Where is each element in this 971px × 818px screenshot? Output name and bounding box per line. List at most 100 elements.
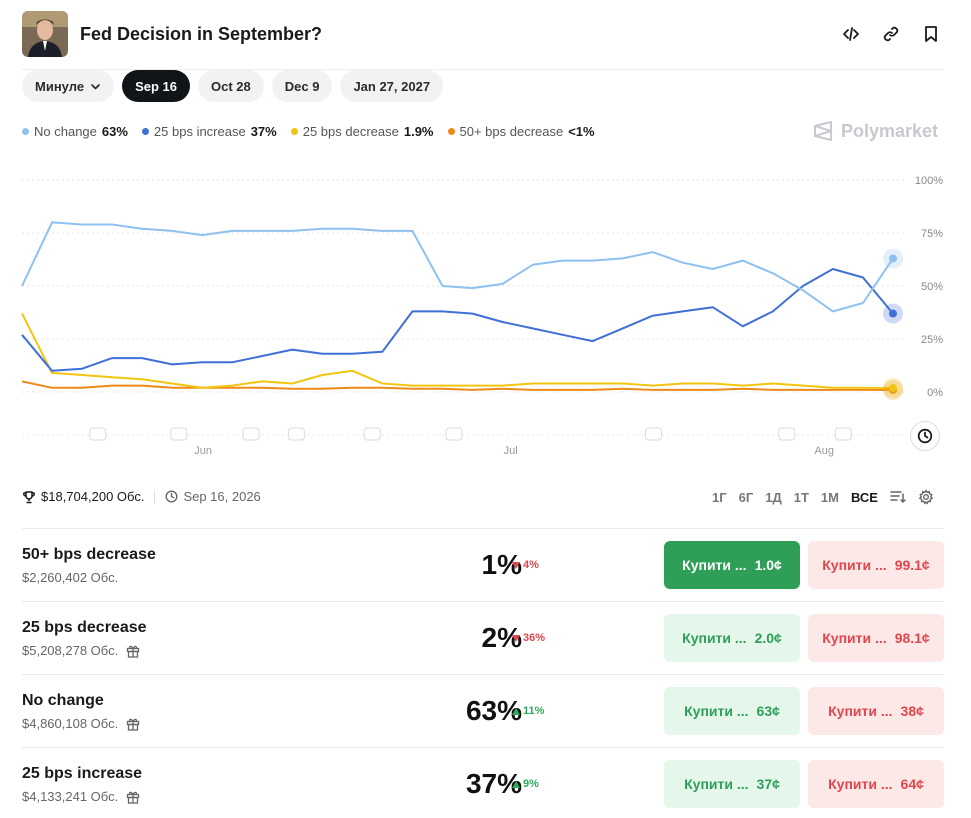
buy-yes-button[interactable]: Купити ... 63¢ [664, 687, 800, 735]
price-chart[interactable]: 100% 75% 50% 25% 0% Jun Jul Aug [0, 160, 971, 465]
event-marker[interactable] [834, 427, 852, 441]
triangle-up-icon [512, 780, 520, 788]
outcome-name: 25 bps increase [22, 765, 143, 782]
buy-yes-label: Купити ... [682, 630, 747, 646]
x-tick-label: Jul [504, 445, 518, 457]
triangle-up-icon [512, 707, 520, 715]
outcome-probability: 63% [465, 695, 522, 726]
chevron-down-icon [91, 83, 100, 89]
bookmark-icon[interactable] [918, 21, 944, 47]
history-clock-button[interactable] [910, 421, 940, 451]
buy-no-label: Купити ... [828, 776, 893, 792]
buy-no-button[interactable]: Купити ... 38¢ [808, 687, 944, 735]
legend-value: 63% [101, 124, 128, 139]
total-volume: $18,704,200 Обс. [22, 489, 144, 504]
triangle-down-icon [512, 634, 520, 642]
event-marker[interactable] [287, 427, 305, 441]
event-marker[interactable] [89, 427, 107, 441]
buy-no-label: Купити ... [822, 630, 887, 646]
polymarket-icon [814, 121, 832, 141]
event-marker[interactable] [170, 427, 188, 441]
legend-item: 25 bps increase 37% [141, 124, 277, 139]
market-header: Fed Decision in September? [22, 11, 944, 57]
legend-dot [290, 128, 298, 135]
outcome-change: 36% [512, 632, 545, 644]
sort-icon[interactable] [890, 490, 906, 504]
outcome-volume-text: $4,133,241 Обс. [22, 789, 119, 804]
x-tick-label: Aug [814, 445, 834, 457]
outcome-volume: $4,860,108 Обс. [22, 716, 140, 731]
buy-yes-button[interactable]: Купити ... 2.0¢ [664, 614, 800, 662]
outcome-change: 9% [512, 778, 539, 790]
outcome-row[interactable]: 25 bps increase $4,133,241 Обс. 37% 9% К… [22, 747, 944, 818]
date-pills: Минуле Sep 16 Oct 28 Dec 9 Jan 27, 2027 [22, 70, 444, 102]
buy-no-label: Купити ... [828, 703, 893, 719]
range-1d[interactable]: 1Д [765, 489, 782, 505]
buy-no-price: 98.1¢ [894, 630, 930, 646]
clock-icon [165, 490, 178, 503]
legend-value: 1.9% [403, 124, 434, 139]
buy-no-button[interactable]: Купити ... 64¢ [808, 760, 944, 808]
settings-gear-icon[interactable] [918, 489, 934, 505]
outcome-change: 11% [512, 705, 544, 717]
event-marker[interactable] [778, 427, 796, 441]
trophy-icon [22, 490, 36, 503]
event-marker[interactable] [445, 427, 463, 441]
outcome-change-value: 4% [523, 559, 539, 571]
event-marker[interactable] [363, 427, 381, 441]
header-divider [22, 69, 944, 70]
buy-yes-price: 2.0¢ [754, 630, 782, 646]
series-end-point [889, 383, 897, 392]
buy-yes-label: Купити ... [684, 776, 749, 792]
range-all[interactable]: ВСЕ [850, 489, 878, 505]
legend-item: 25 bps decrease 1.9% [290, 124, 434, 139]
end-date: Sep 16, 2026 [165, 489, 261, 504]
buy-yes-button[interactable]: Купити ... 1.0¢ [664, 541, 800, 589]
outcome-name: 50+ bps decrease [22, 546, 156, 563]
outcome-change: 4% [512, 559, 539, 571]
series-end-point [889, 309, 897, 318]
legend-item: No change 63% [22, 124, 128, 139]
range-1w[interactable]: 1Т [793, 489, 809, 505]
end-date-text: Sep 16, 2026 [183, 489, 261, 504]
outcome-volume-text: $5,208,278 Обс. [22, 643, 119, 658]
brand-name: Polymarket [841, 120, 939, 141]
market-meta: $18,704,200 Обс. Sep 16, 2026 [22, 489, 261, 504]
outcome-name: 25 bps decrease [22, 619, 147, 636]
y-tick-label: 25% [921, 334, 943, 346]
legend-value: 37% [250, 124, 277, 139]
range-selector: 1Г 6Г 1Д 1Т 1М ВСЕ [712, 489, 934, 505]
date-pill-sep16[interactable]: Sep 16 [122, 70, 190, 102]
outcome-volume-text: $4,860,108 Обс. [22, 716, 119, 731]
date-pill-jan27[interactable]: Jan 27, 2027 [340, 70, 444, 102]
copy-link-icon[interactable] [878, 21, 904, 47]
embed-code-icon[interactable] [838, 21, 864, 47]
buy-yes-price: 37¢ [756, 776, 780, 792]
event-marker[interactable] [644, 427, 662, 441]
buy-yes-label: Купити ... [682, 557, 747, 573]
outcome-row[interactable]: 50+ bps decrease $2,260,402 Обс. 1% 4% К… [22, 528, 944, 601]
range-6m[interactable]: 6Г [738, 489, 754, 505]
series-line-no-change [21, 221, 894, 313]
range-1y[interactable]: 1Г [712, 489, 727, 505]
legend-dot [447, 128, 455, 135]
page-title: Fed Decision in September? [80, 23, 323, 44]
buy-yes-label: Купити ... [684, 703, 749, 719]
outcome-row[interactable]: No change $4,860,108 Обс. 63% 11% Купити… [22, 674, 944, 747]
chart-legend: No change 63% 25 bps increase 37% 25 bps… [22, 124, 595, 139]
date-pill-oct28[interactable]: Oct 28 [197, 70, 264, 102]
event-marker[interactable] [242, 427, 260, 441]
past-dropdown[interactable]: Минуле [22, 70, 115, 102]
outcome-volume: $2,260,402 Обс. [22, 570, 118, 585]
buy-no-button[interactable]: Купити ... 98.1¢ [808, 614, 944, 662]
outcome-row[interactable]: 25 bps decrease $5,208,278 Обс. 2% 36% К… [22, 601, 944, 674]
legend-label: 25 bps decrease [302, 124, 399, 139]
date-pill-dec9[interactable]: Dec 9 [271, 70, 333, 102]
buy-yes-price: 63¢ [756, 703, 780, 719]
range-1m[interactable]: 1М [820, 489, 839, 505]
x-tick-label: Jun [194, 445, 212, 457]
meta-divider [154, 489, 156, 504]
buy-no-button[interactable]: Купити ... 99.1¢ [808, 541, 944, 589]
buy-yes-button[interactable]: Купити ... 37¢ [664, 760, 800, 808]
outcome-volume-text: $2,260,402 Обс. [22, 570, 119, 585]
